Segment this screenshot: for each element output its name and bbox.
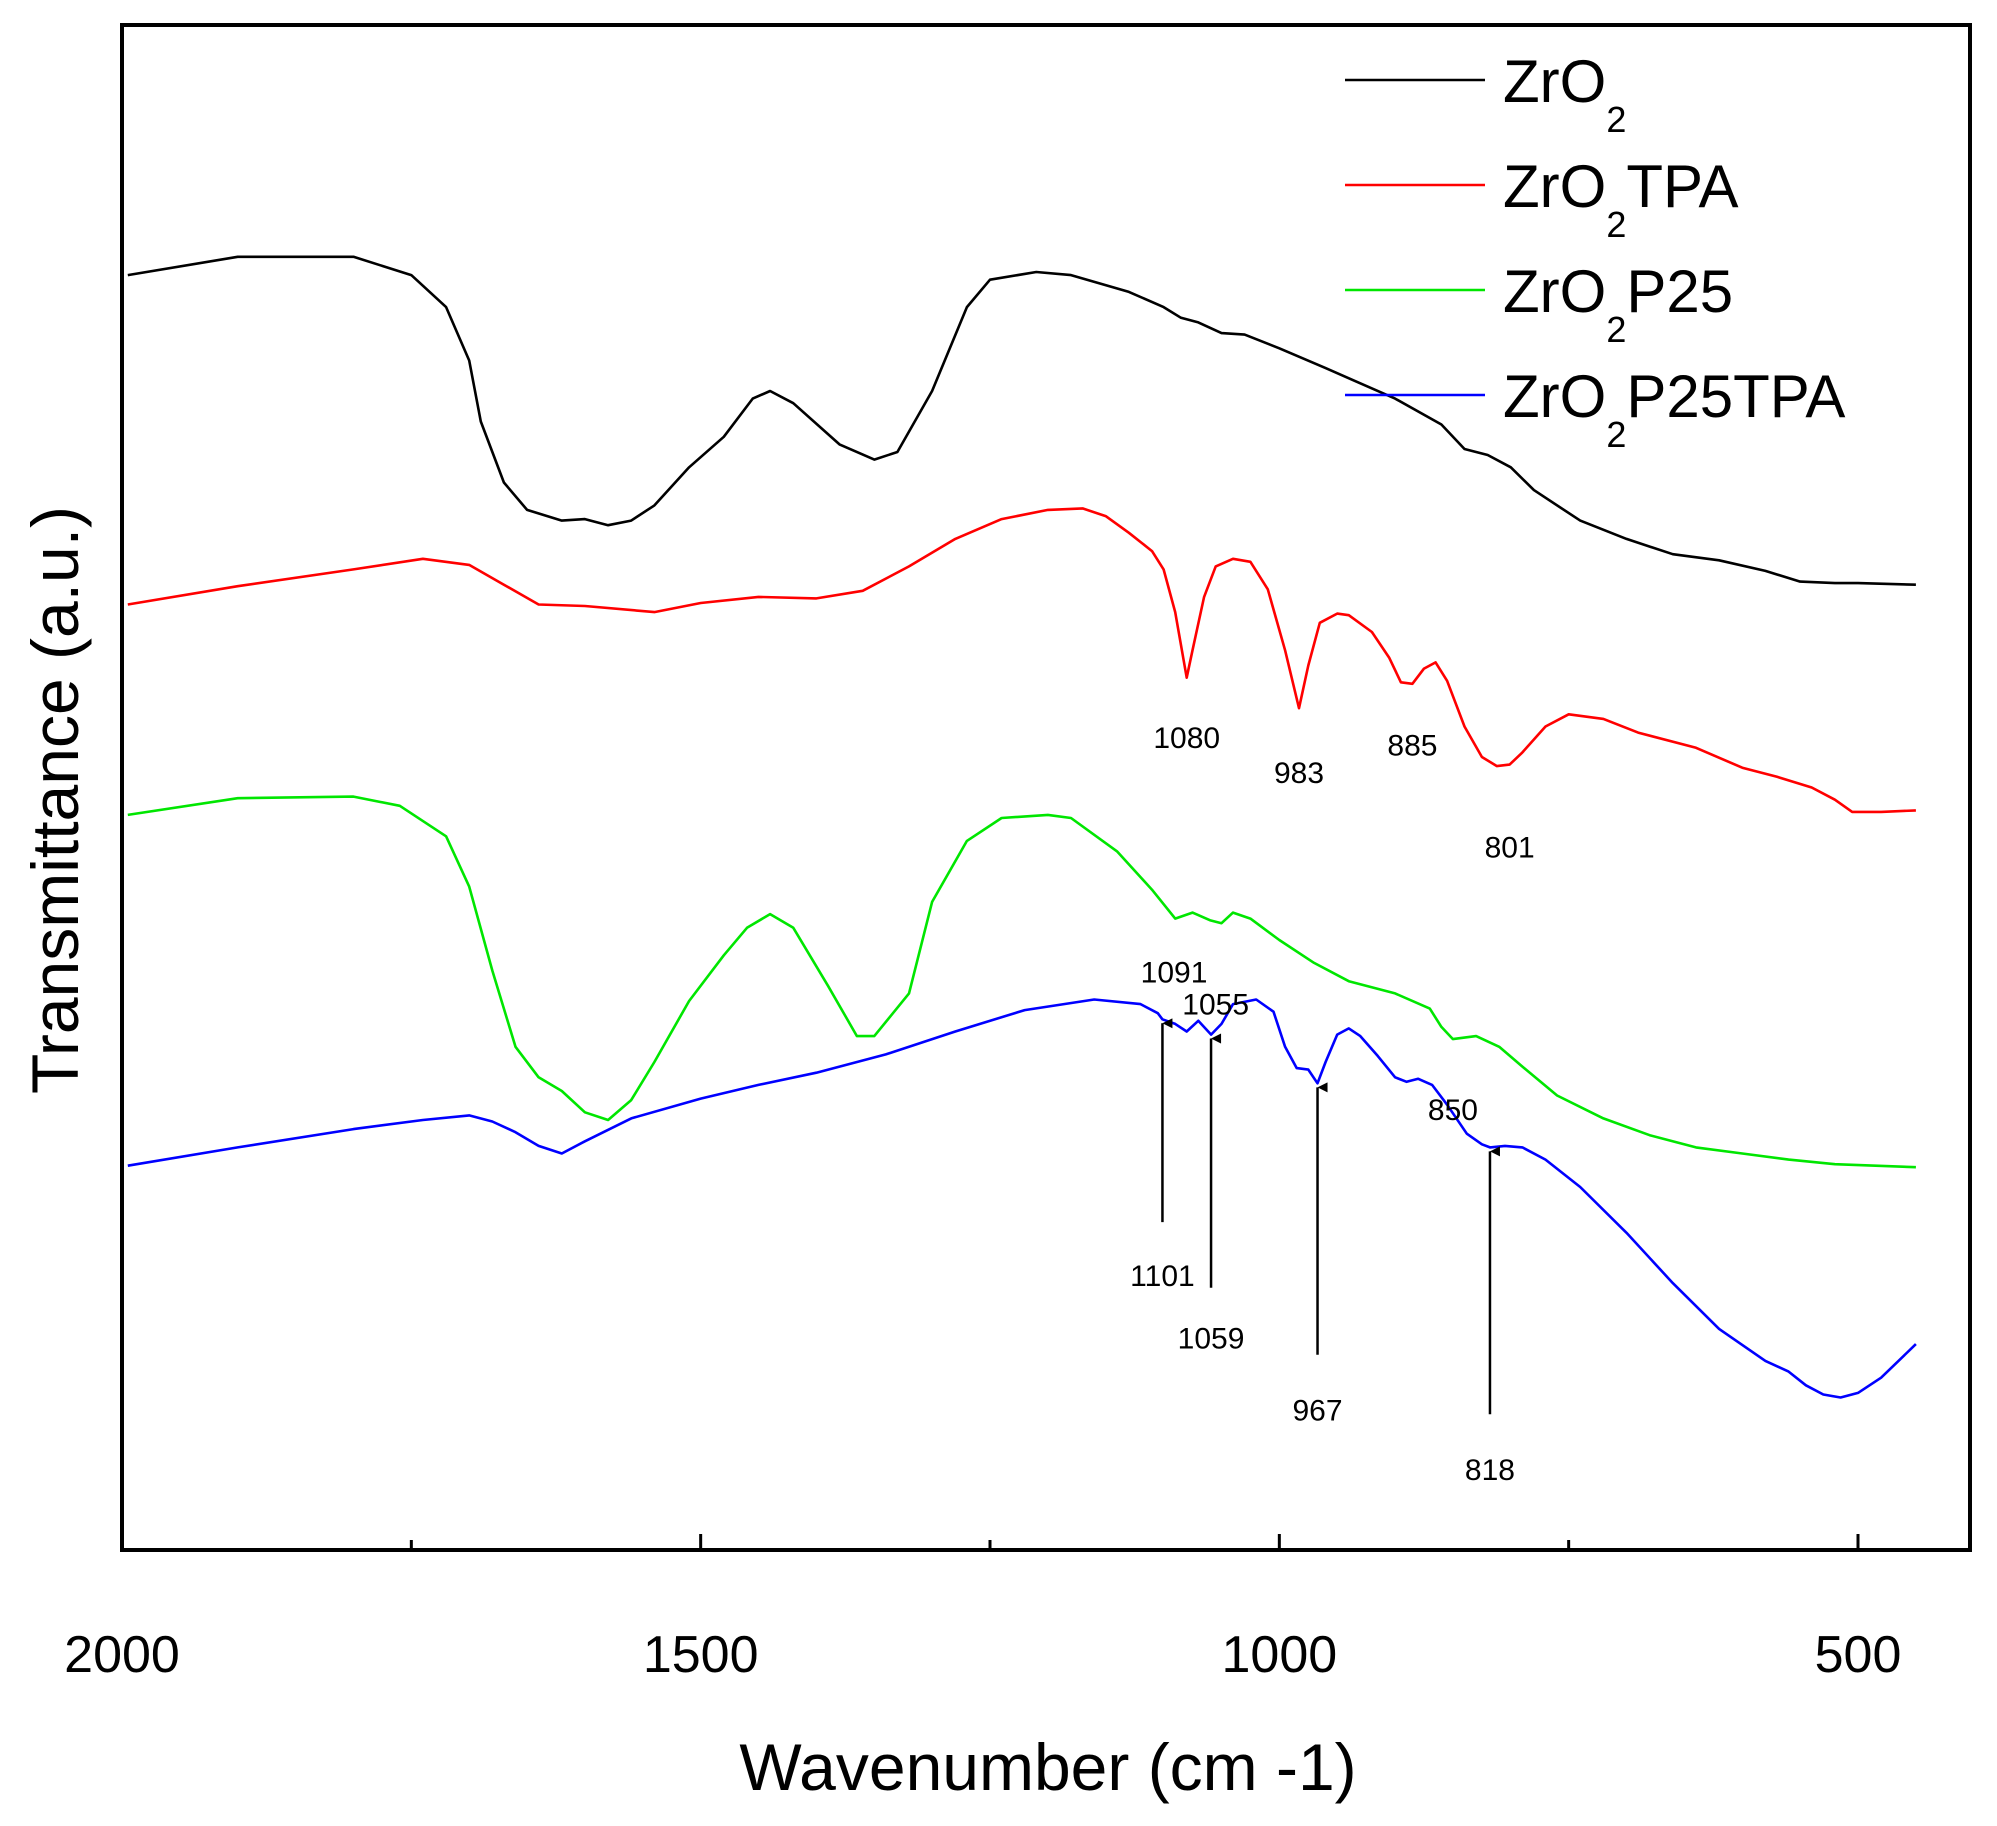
annotation-850: 850 [1428,1094,1478,1127]
annotation-1091: 1091 [1141,957,1208,990]
x-axis-ticks [409,1534,1860,1550]
annotation-1059: 1059 [1178,1323,1245,1356]
x-axis-tick-labels: 2000 1500 1000 500 [64,1626,1901,1684]
x-tick-label-1500: 1500 [643,1626,759,1684]
legend-label-ZrO2: ZrO2 [1503,48,1626,140]
series-line-ZrO2P25 [127,795,1916,1169]
series-lines [127,255,1917,1399]
x-tick-label-500: 500 [1815,1626,1902,1684]
annotation-1101: 1101 [1130,1260,1195,1293]
series-line-ZrO2P25TPA [127,998,1917,1399]
annotation-885: 885 [1387,729,1437,762]
annotation-983: 983 [1274,757,1324,790]
x-axis-title: Wavenumber (cm -1) [739,1730,1356,1804]
series-line-ZrO2 [127,255,1916,586]
annotation-818: 818 [1465,1454,1515,1487]
legend-label-ZrO2TPA: ZrO2TPA [1503,153,1739,245]
annotation-1055: 1055 [1182,989,1249,1022]
annotation-801: 801 [1485,832,1535,865]
legend-label-ZrO2P25: ZrO2P25 [1503,258,1733,350]
y-axis-title: Transmittance (a.u.) [18,506,92,1094]
plot-frame [120,23,1972,1552]
legend: ZrO2 ZrO2TPA ZrO2P25 ZrO2P25TPA [1345,48,1845,455]
annotation-1080: 1080 [1153,722,1220,755]
annotation-967: 967 [1292,1394,1342,1427]
x-tick-label-2000: 2000 [64,1626,180,1684]
legend-label-ZrO2P25TPA: ZrO2P25TPA [1503,363,1845,455]
series-line-ZrO2TPA [127,507,1916,814]
x-tick-label-1000: 1000 [1221,1626,1337,1684]
